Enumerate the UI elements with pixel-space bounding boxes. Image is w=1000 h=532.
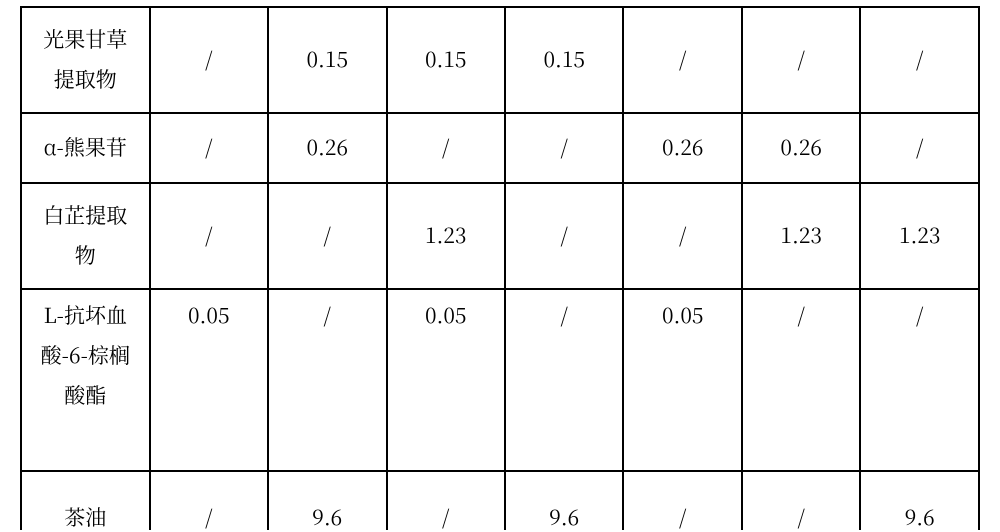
- table-container: 光果甘草 提取物 / 0.15 0.15 0.15 / / / α-熊果苷 / …: [0, 0, 1000, 517]
- cell: /: [860, 7, 979, 113]
- cell: 1.23: [860, 183, 979, 289]
- cell: 0.05: [150, 289, 268, 471]
- data-table: 光果甘草 提取物 / 0.15 0.15 0.15 / / / α-熊果苷 / …: [20, 6, 980, 530]
- row-label: 白芷提取 物: [21, 183, 150, 289]
- cell: 9.6: [860, 471, 979, 530]
- cell: /: [150, 183, 268, 289]
- table-row: α-熊果苷 / 0.26 / / 0.26 0.26 /: [21, 113, 979, 183]
- cell: /: [742, 471, 860, 530]
- cell: 1.23: [387, 183, 505, 289]
- label-text: 物: [75, 240, 96, 270]
- cell: 0.26: [623, 113, 741, 183]
- label-text: 光果甘草: [43, 24, 127, 54]
- cell: 9.6: [505, 471, 623, 530]
- row-label: 光果甘草 提取物: [21, 7, 150, 113]
- cell: 0.05: [387, 289, 505, 471]
- cell: /: [505, 289, 623, 471]
- cell: /: [268, 183, 386, 289]
- row-label: 茶油: [21, 471, 150, 530]
- cell: /: [742, 7, 860, 113]
- cell: /: [150, 113, 268, 183]
- table-row: 茶油 / 9.6 / 9.6 / / 9.6: [21, 471, 979, 530]
- label-text: 白芷提取: [43, 200, 127, 230]
- cell: /: [387, 471, 505, 530]
- cell: /: [505, 183, 623, 289]
- table-row: 光果甘草 提取物 / 0.15 0.15 0.15 / / /: [21, 7, 979, 113]
- cell: 0.05: [623, 289, 741, 471]
- cell: 0.15: [268, 7, 386, 113]
- row-label: α-熊果苷: [21, 113, 150, 183]
- cell: 0.26: [742, 113, 860, 183]
- row-label: L-抗坏血 酸-6-棕榈 酸酯: [21, 289, 150, 471]
- cell: /: [623, 7, 741, 113]
- cell: 0.15: [387, 7, 505, 113]
- cell: 9.6: [268, 471, 386, 530]
- cell: 0.15: [505, 7, 623, 113]
- cell: /: [505, 113, 623, 183]
- label-text: 酸酯: [64, 380, 106, 410]
- cell: /: [268, 289, 386, 471]
- cell: 0.26: [268, 113, 386, 183]
- cell: /: [860, 289, 979, 471]
- table-row: 白芷提取 物 / / 1.23 / / 1.23 1.23: [21, 183, 979, 289]
- cell: 1.23: [742, 183, 860, 289]
- cell: /: [742, 289, 860, 471]
- cell: /: [623, 471, 741, 530]
- cell: /: [150, 471, 268, 530]
- label-text: 提取物: [54, 64, 117, 94]
- cell: /: [860, 113, 979, 183]
- label-text: 酸-6-棕榈: [41, 340, 130, 370]
- cell: /: [387, 113, 505, 183]
- label-text: α-熊果苷: [44, 132, 127, 162]
- label-text: L-抗坏血: [44, 300, 127, 330]
- cell: /: [623, 183, 741, 289]
- cell: /: [150, 7, 268, 113]
- table-row: L-抗坏血 酸-6-棕榈 酸酯 0.05 / 0.05 / 0.05 / /: [21, 289, 979, 471]
